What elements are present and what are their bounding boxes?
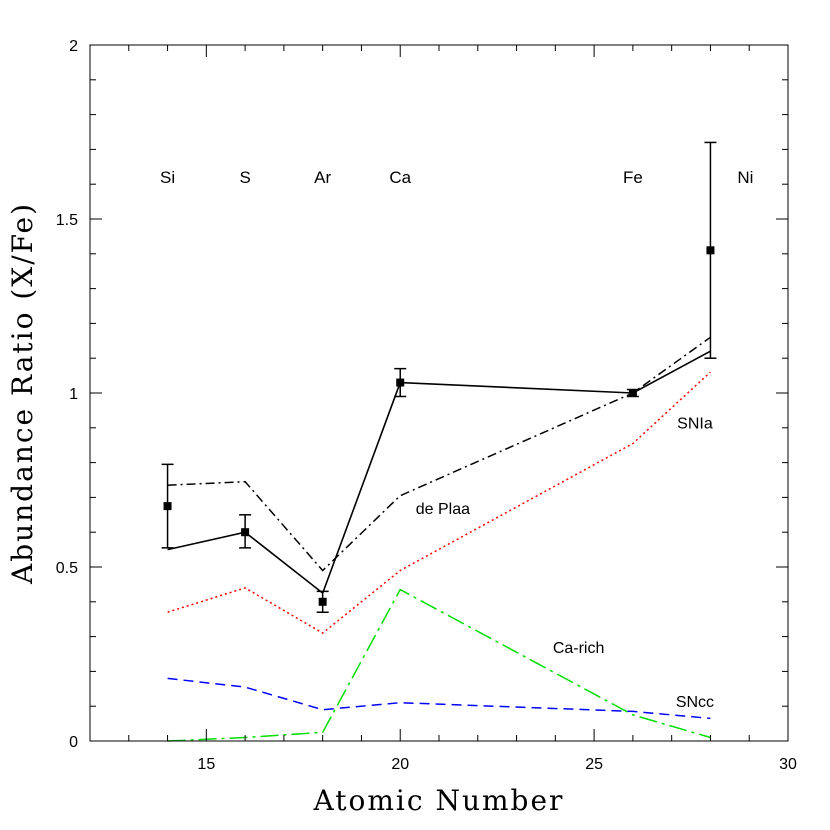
data-point xyxy=(628,389,637,397)
data-point xyxy=(318,597,327,606)
axis-ticks xyxy=(89,44,789,742)
y-tick-label: 2 xyxy=(69,38,78,55)
series-line-snia xyxy=(167,371,711,635)
y-tick-label: 0.5 xyxy=(56,560,78,577)
element-label: Ca xyxy=(389,168,411,187)
data-point xyxy=(241,528,250,537)
x-tick-label: 15 xyxy=(197,756,215,773)
element-label: Si xyxy=(160,168,175,187)
data-markers xyxy=(163,246,715,606)
tick-labels: 15 20 25 30 0 0.5 1 1.5 2 xyxy=(56,38,797,773)
y-tick-label: 0 xyxy=(69,734,78,751)
x-tick-label: 20 xyxy=(391,756,409,773)
y-axis-title: Abundance Ratio (X/Fe) xyxy=(6,202,39,585)
series-lines xyxy=(167,336,711,742)
annotation-label: Ca-rich xyxy=(553,640,605,657)
series-line-sncc xyxy=(167,677,711,720)
plot-frame-rect xyxy=(89,44,789,742)
y-tick-label: 1 xyxy=(69,386,78,403)
series-annotations: SNIa de Plaa Ca-rich SNcc xyxy=(416,416,714,711)
data-point xyxy=(706,246,715,255)
y-tick-label: 1.5 xyxy=(56,212,78,229)
element-label: Ar xyxy=(314,168,331,187)
annotation-label: SNIa xyxy=(677,416,713,433)
error-bars xyxy=(161,141,717,613)
element-labels: Si S Ar Ca Fe Ni xyxy=(160,168,753,187)
series-line-ca-rich xyxy=(167,588,711,742)
data-point xyxy=(396,378,405,387)
annotation-label: SNcc xyxy=(676,694,714,711)
annotation-label: de Plaa xyxy=(416,501,470,518)
data-point xyxy=(163,502,172,511)
x-tick-label: 25 xyxy=(585,756,603,773)
element-label: Fe xyxy=(623,168,643,187)
x-axis-title: Atomic Number xyxy=(313,784,565,817)
series-line-model xyxy=(167,350,711,595)
element-label: Ni xyxy=(737,168,753,187)
plot-frame xyxy=(89,44,789,742)
series-line-de-plaa xyxy=(167,336,711,572)
element-label: S xyxy=(239,168,250,187)
x-tick-label: 30 xyxy=(779,756,797,773)
